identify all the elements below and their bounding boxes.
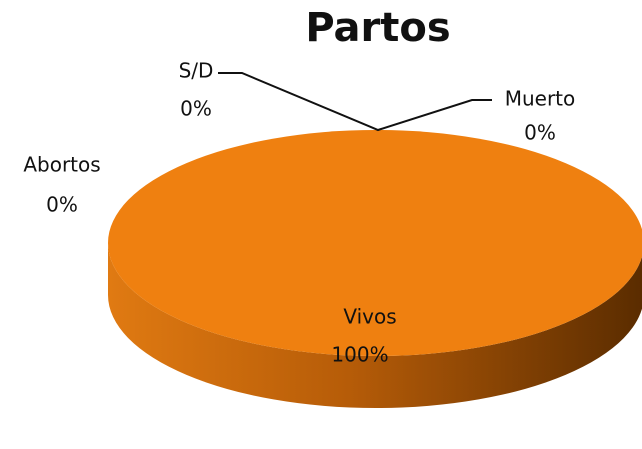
value-label: 100%	[331, 343, 388, 367]
category-label: Abortos	[23, 153, 100, 177]
category-label: Muerto	[505, 87, 576, 111]
pie-side	[108, 243, 642, 408]
value-label: 0%	[180, 97, 212, 121]
category-label: Vivos	[343, 305, 396, 329]
labels: Vivos 100% Abortos 0% S/D 0% Muerto 0%	[23, 59, 575, 367]
chart-title: Partos	[305, 5, 450, 51]
pie	[108, 130, 642, 408]
category-label: S/D	[179, 59, 214, 83]
leader-lines	[218, 72, 492, 132]
value-label: 0%	[46, 193, 78, 217]
pie-slice	[108, 130, 642, 356]
value-label: 0%	[524, 121, 556, 145]
